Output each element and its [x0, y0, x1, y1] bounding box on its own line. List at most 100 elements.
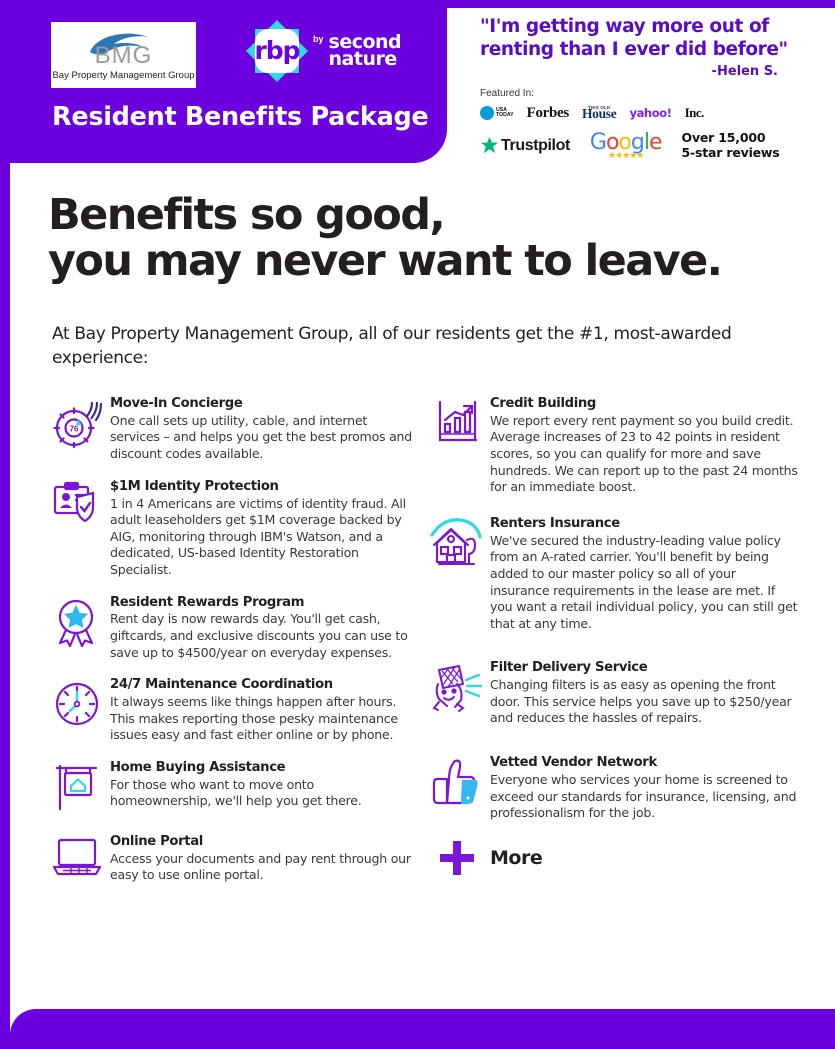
benefit-title: Resident Rewards Program — [110, 594, 305, 610]
benefit-body: 1 in 4 Americans are victims of identity… — [110, 495, 406, 577]
this-old-house-big: House — [581, 106, 617, 122]
benefit-item-maintenance: 24/7 Maintenance Coordination It always … — [46, 677, 416, 744]
benefit-text: Renters Insurance We've secured the indu… — [488, 516, 798, 633]
second-nature-line1: second — [328, 30, 402, 53]
usa-today-text: USA TODAY — [496, 106, 514, 119]
featured-in-label: Featured In: — [480, 88, 534, 100]
headline-line-1: Benefits so good, — [48, 190, 446, 240]
reviews-count-line1: Over 15,000 — [681, 130, 766, 146]
trustpilot-logo: Trustpilot — [480, 136, 570, 155]
testimonial-block: "I'm getting way more out of renting tha… — [480, 16, 810, 161]
benefit-text: Vetted Vendor Network Everyone who servi… — [488, 755, 798, 822]
benefit-item-vetted-vendor: Vetted Vendor Network Everyone who servi… — [426, 755, 798, 822]
move-in-concierge-icon: 76 — [46, 396, 108, 450]
google-wordmark: Google — [589, 129, 663, 155]
benefits-column-right: Credit Building We report every rent pay… — [426, 396, 798, 878]
yahoo-logo: yahoo! — [629, 106, 672, 121]
benefit-body: It always seems like things happen after… — [110, 694, 398, 743]
benefit-item-credit-building: Credit Building We report every rent pay… — [426, 396, 798, 496]
benefit-text: Credit Building We report every rent pay… — [488, 396, 798, 496]
usa-today-line1: USA — [496, 106, 507, 113]
benefit-text: Filter Delivery Service Changing filters… — [488, 660, 798, 727]
header-banner: BMG Bay Property Management Group rbp by… — [0, 0, 447, 163]
google-stars: ★★★★★ — [608, 149, 644, 160]
benefit-item-identity-protection: $1M Identity Protection 1 in 4 Americans… — [46, 479, 416, 579]
bmg-swoosh-icon — [89, 33, 148, 55]
benefit-body: Changing filters is as easy as opening t… — [490, 677, 792, 726]
benefit-item-resident-rewards: Resident Rewards Program Rent day is now… — [46, 595, 416, 662]
bar-chart-growth-icon — [426, 396, 488, 446]
page-headline: Benefits so good, you may never want to … — [48, 192, 808, 285]
thumbs-up-icon — [426, 755, 488, 807]
benefit-text: Home Buying Assistance For those who wan… — [108, 760, 416, 810]
benefit-body: We've secured the industry-leading value… — [490, 532, 798, 631]
benefit-title: Renters Insurance — [490, 515, 620, 531]
benefit-item-home-buying: Home Buying Assistance For those who wan… — [46, 760, 416, 812]
more-benefits-row: More — [426, 838, 798, 878]
benefit-text: Resident Rewards Program Rent day is now… — [108, 595, 416, 662]
benefit-title: $1M Identity Protection — [110, 478, 279, 494]
reviews-count-line2: 5-star reviews — [681, 144, 780, 160]
benefit-text: Online Portal Access your documents and … — [108, 834, 416, 884]
clock-icon — [46, 677, 108, 729]
press-logo-row: USA TODAY Forbes THIS OLD House yahoo! I… — [480, 103, 810, 123]
testimonial-author: -Helen S. — [711, 64, 778, 80]
rbp-starburst-icon — [246, 20, 308, 82]
inc-logo: Inc. — [684, 105, 705, 121]
benefit-title: Online Portal — [110, 833, 203, 849]
this-old-house-small: THIS OLD — [588, 104, 611, 110]
benefit-title: Vetted Vendor Network — [490, 755, 657, 771]
reviews-count-text: Over 15,000 5-star reviews — [681, 130, 780, 161]
benefit-body: We report every rent payment so you buil… — [490, 412, 798, 495]
plus-icon — [426, 838, 488, 878]
benefit-body: Everyone who services your home is scree… — [490, 771, 797, 821]
page-subheadline: At Bay Property Management Group, all of… — [52, 324, 732, 369]
benefit-body: For those who want to move onto homeowne… — [110, 776, 362, 809]
for-sale-sign-icon — [46, 760, 108, 812]
header-title: Resident Benefits Package — [52, 102, 429, 132]
rbp-badge: rbp — [246, 20, 308, 82]
page-left-edge-strip — [0, 0, 10, 1049]
usa-today-logo: USA TODAY — [480, 106, 514, 121]
reviews-row: Trustpilot Google ★★★★★ Over 15,000 5-st… — [480, 129, 810, 161]
identity-protection-icon — [46, 479, 108, 525]
testimonial-quote: "I'm getting way more out of renting tha… — [480, 16, 788, 60]
bmg-tagline: Bay Property Management Group — [52, 70, 195, 81]
rbp-wordmark: rbp — [254, 35, 300, 65]
more-label: More — [490, 846, 543, 869]
rewards-badge-icon — [46, 595, 108, 649]
benefit-item-move-in-concierge: 76 Move-In Concierge One call sets up ut… — [46, 396, 416, 463]
benefit-text: $1M Identity Protection 1 in 4 Americans… — [108, 479, 416, 579]
benefit-title: Move-In Concierge — [110, 396, 243, 411]
svg-text:76: 76 — [70, 425, 79, 434]
benefit-body: One call sets up utility, cable, and int… — [110, 412, 413, 462]
benefit-item-filter-delivery: Filter Delivery Service Changing filters… — [426, 660, 798, 727]
benefit-item-renters-insurance: Renters Insurance We've secured the indu… — [426, 516, 798, 633]
this-old-house-logo: THIS OLD House — [581, 104, 617, 122]
second-nature-wordmark: second nature — [328, 30, 402, 70]
benefit-title: Filter Delivery Service — [490, 660, 648, 676]
benefit-text: 24/7 Maintenance Coordination It always … — [108, 677, 416, 744]
rbp-logo: rbp by second nature — [246, 20, 402, 82]
benefit-title: Home Buying Assistance — [110, 759, 286, 775]
bmg-letters: BMG — [94, 42, 153, 69]
usa-today-dot-icon — [480, 106, 494, 121]
bmg-logo: BMG Bay Property Management Group — [51, 22, 196, 88]
benefit-body: Access your documents and pay rent throu… — [110, 850, 411, 883]
google-logo: Google ★★★★★ — [589, 129, 663, 160]
benefits-column-left: 76 Move-In Concierge One call sets up ut… — [46, 396, 416, 900]
filter-character-icon — [426, 660, 488, 714]
footer-bar — [10, 1009, 835, 1049]
laptop-icon — [46, 834, 108, 878]
headline-line-2: you may never want to leave. — [48, 236, 723, 287]
benefit-title: Credit Building — [490, 396, 597, 411]
trustpilot-label: Trustpilot — [501, 136, 570, 154]
trustpilot-star-icon — [480, 137, 499, 154]
benefit-title: 24/7 Maintenance Coordination — [110, 677, 333, 693]
rbp-by-text: by — [313, 34, 324, 44]
benefit-body: Rent day is now rewards day. You'll get … — [110, 611, 408, 660]
usa-today-line2: TODAY — [496, 112, 514, 119]
benefit-text: Move-In Concierge One call sets up utili… — [108, 396, 416, 463]
second-nature-line2: nature — [328, 48, 398, 70]
